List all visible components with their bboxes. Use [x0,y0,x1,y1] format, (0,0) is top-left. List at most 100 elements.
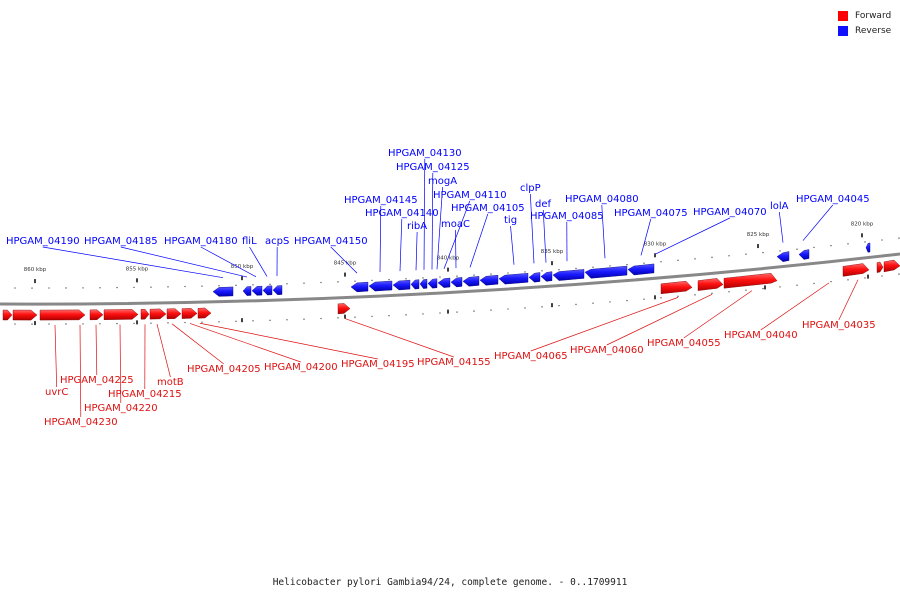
minor-mark [898,237,899,238]
forward-gene-arrow[interactable] [167,309,181,319]
minor-mark [728,255,729,256]
reverse-gene-arrow[interactable] [263,286,272,295]
reverse-gene-arrow[interactable] [213,287,233,297]
forward-gene-arrow[interactable] [338,303,350,313]
forward-gene [167,309,181,319]
reverse-gene [428,279,437,288]
gene-label[interactable]: HPGAM_04060 [570,345,644,356]
reverse-gene-arrow[interactable] [866,243,870,252]
reverse-gene-arrow[interactable] [411,280,419,289]
gene-label[interactable]: HPGAM_04200 [264,362,338,373]
gene-label[interactable]: acpS [265,236,289,247]
gene-label[interactable]: HPGAM_04070 [693,207,767,218]
minor-mark [813,247,814,248]
gene-label[interactable]: HPGAM_04055 [647,338,721,349]
gene-label[interactable]: HPGAM_04105 [451,203,525,214]
reverse-gene [553,269,584,280]
forward-gene-arrow[interactable] [661,281,692,294]
gene-label[interactable]: HPGAM_04040 [724,330,798,341]
gene-label[interactable]: HPGAM_04220 [84,403,158,414]
gene-label[interactable]: HPGAM_04075 [614,208,688,219]
minor-mark [371,316,372,317]
reverse-gene-arrow[interactable] [351,282,368,292]
scale-label: 830 kbp [644,241,667,247]
reverse-gene [263,286,272,295]
reverse-gene-arrow[interactable] [463,276,479,286]
reverse-gene-arrow[interactable] [628,264,654,275]
gene-label[interactable]: HPGAM_04035 [802,320,876,331]
reverse-gene-arrow[interactable] [451,277,462,287]
reverse-gene-arrow[interactable] [243,286,251,295]
reverse-gene-arrow[interactable] [393,280,410,290]
gene-label[interactable]: HPGAM_04085 [530,211,604,222]
gene-label[interactable]: HPGAM_04125 [396,162,470,173]
reverse-gene-arrow[interactable] [480,275,498,285]
reverse-gene-arrow[interactable] [273,285,282,294]
forward-gene-arrow[interactable] [884,260,900,272]
forward-gene-arrow[interactable] [877,262,883,273]
reverse-gene-arrow[interactable] [499,273,528,284]
gene-label[interactable]: ribA [407,221,427,232]
gene-label[interactable]: moaC [441,219,470,230]
forward-gene-arrow[interactable] [3,310,12,320]
minor-mark [796,248,797,249]
forward-gene-arrow[interactable] [40,310,85,320]
reverse-gene-arrow[interactable] [420,279,427,288]
reverse-gene-arrow[interactable] [585,266,627,278]
minor-mark [99,287,100,288]
reverse-gene-arrow[interactable] [799,249,809,259]
reverse-gene-arrow[interactable] [553,269,584,280]
gene-label[interactable]: HPGAM_04130 [388,148,462,159]
scale-label: 820 kbp [851,221,874,227]
minor-mark [745,290,746,291]
gene-label[interactable]: tig [504,215,517,226]
minor-mark [354,316,355,317]
forward-gene-arrow[interactable] [141,309,149,319]
gene-label[interactable]: HPGAM_04185 [84,236,158,247]
gene-label[interactable]: HPGAM_04080 [565,194,639,205]
gene-label[interactable]: clpP [520,183,541,194]
forward-gene-arrow[interactable] [843,264,869,277]
minor-mark [218,285,219,286]
gene-label[interactable]: HPGAM_04225 [60,375,134,386]
forward-gene-arrow[interactable] [698,278,723,290]
forward-gene-arrow[interactable] [104,309,138,319]
gene-label[interactable]: HPGAM_04190 [6,236,80,247]
forward-gene-arrow[interactable] [150,309,166,319]
gene-label[interactable]: HPGAM_04150 [294,236,368,247]
gene-label[interactable]: HPGAM_04045 [796,194,870,205]
minor-mark [881,275,882,276]
forward-swatch [838,11,848,21]
reverse-gene-arrow[interactable] [529,272,540,282]
gene-label[interactable]: motB [157,377,184,388]
gene-label[interactable]: HPGAM_04180 [164,236,238,247]
forward-gene-arrow[interactable] [724,273,777,288]
reverse-gene-arrow[interactable] [777,252,789,262]
gene-label[interactable]: lolA [770,201,789,212]
scale-label: 860 kbp [24,267,47,273]
reverse-gene-arrow[interactable] [438,278,450,288]
gene-label[interactable]: HPGAM_04110 [433,190,507,201]
gene-label[interactable]: HPGAM_04140 [365,208,439,219]
gene-label[interactable]: def [535,199,552,210]
gene-label[interactable]: fliL [242,236,257,247]
gene-label[interactable]: uvrC [45,387,68,398]
reverse-gene-arrow[interactable] [252,286,262,295]
minor-mark [150,322,151,323]
gene-label[interactable]: HPGAM_04155 [417,357,491,368]
gene-label[interactable]: mogA [428,176,457,187]
reverse-gene-arrow[interactable] [369,281,392,291]
gene-label[interactable]: HPGAM_04230 [44,417,118,428]
gene-label[interactable]: HPGAM_04205 [187,364,261,375]
gene-label[interactable]: HPGAM_04145 [344,195,418,206]
reverse-gene-arrow[interactable] [541,272,552,282]
gene-label[interactable]: HPGAM_04195 [341,359,415,370]
reverse-gene-arrow[interactable] [428,279,437,288]
forward-gene-arrow[interactable] [182,308,197,318]
forward-gene-arrow[interactable] [198,308,211,318]
gene-label[interactable]: HPGAM_04215 [108,389,182,400]
forward-gene-arrow[interactable] [13,310,37,320]
forward-gene-arrow[interactable] [90,310,103,320]
forward-gene [338,303,350,313]
gene-label[interactable]: HPGAM_04065 [494,351,568,362]
